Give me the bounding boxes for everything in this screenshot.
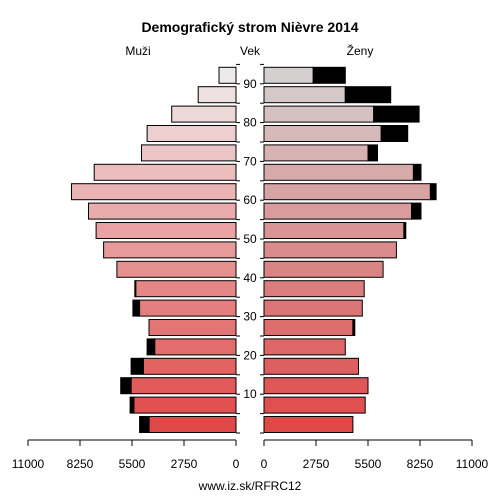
right-x-tick-label: 0 [261, 457, 268, 471]
female-bar-50-54 [263, 222, 405, 239]
age-tick-label: 10 [243, 387, 257, 401]
female-bar-85-89 [263, 86, 346, 104]
female-bar-45-49 [263, 241, 397, 259]
right-series-label: Ženy [347, 43, 374, 58]
female-excess-bar-60-64 [429, 183, 437, 201]
axes-group: 10 20 30 40 50 60 70 80 90 0 0 2750 2750 5500 5500 8250… [12, 63, 489, 471]
male-bar-10-14 [130, 377, 237, 395]
male-excess-bar-20-24 [146, 338, 156, 356]
female-bar-35-39 [263, 280, 365, 298]
male-excess-bar-5-9 [129, 396, 135, 414]
left-x-tick-label: 2750 [171, 457, 198, 471]
age-tick-label: 70 [243, 154, 257, 168]
male-bar-30-34 [139, 299, 237, 317]
male-bar-5-9 [133, 396, 237, 414]
male-bar-90+ [218, 66, 237, 84]
female-excess-bar-70-74 [367, 144, 378, 162]
age-tick-label: 20 [243, 348, 257, 362]
left-x-tick-label: 8250 [67, 457, 94, 471]
female-bar-30-34 [263, 299, 363, 317]
right-x-tick-label: 8250 [407, 457, 434, 471]
female-bar-65-69 [263, 163, 414, 181]
female-bar-25-29 [263, 319, 354, 336]
female-bar-0-4 [263, 416, 354, 433]
age-tick-label: 40 [243, 271, 257, 285]
age-tick-label: 60 [243, 193, 257, 207]
female-excess-bar-90+ [312, 66, 346, 84]
female-excess-bar-80-84 [373, 105, 420, 123]
female-excess-bar-85-89 [344, 86, 392, 104]
male-bar-40-44 [116, 260, 237, 278]
male-bar-50-54 [95, 222, 237, 239]
female-bar-10-14 [263, 377, 369, 395]
male-bar-0-4 [148, 416, 237, 433]
female-bar-90+ [263, 66, 314, 84]
male-bar-20-24 [154, 338, 237, 356]
right-x-tick-label: 11000 [456, 457, 489, 471]
female-bar-5-9 [263, 396, 366, 414]
female-bar-60-64 [263, 183, 431, 201]
male-bar-25-29 [148, 319, 237, 336]
male-bar-55-59 [88, 202, 237, 220]
bars-group [71, 66, 437, 433]
male-bar-60-64 [71, 183, 237, 201]
age-tick-label: 80 [243, 116, 257, 130]
female-excess-bar-50-54 [403, 222, 407, 239]
left-series-label: Muži [125, 44, 150, 58]
male-bar-80-84 [171, 105, 237, 123]
male-excess-bar-15-19 [130, 357, 144, 375]
male-excess-bar-30-34 [132, 299, 140, 317]
male-bar-35-39 [135, 280, 237, 298]
female-excess-bar-55-59 [411, 202, 422, 220]
left-x-tick-label: 0 [233, 457, 240, 471]
chart-title: Demografický strom Nièvre 2014 [141, 19, 358, 35]
male-excess-bar-10-14 [120, 377, 132, 395]
left-x-tick-label: 11000 [12, 457, 45, 471]
female-excess-bar-25-29 [352, 319, 356, 336]
female-bar-15-19 [263, 357, 359, 375]
female-bar-70-74 [263, 144, 369, 162]
female-bar-75-79 [263, 125, 382, 142]
female-bar-55-59 [263, 202, 412, 220]
female-bar-20-24 [263, 338, 346, 356]
center-axis-label: Vek [240, 44, 261, 58]
male-excess-bar-0-4 [139, 416, 150, 433]
male-bar-45-49 [103, 241, 237, 259]
male-bar-85-89 [197, 86, 237, 104]
male-excess-bar-35-39 [134, 280, 137, 298]
right-x-tick-label: 5500 [355, 457, 382, 471]
female-excess-bar-65-69 [412, 163, 422, 181]
right-x-tick-label: 2750 [303, 457, 330, 471]
female-excess-bar-75-79 [380, 125, 409, 142]
female-bar-80-84 [263, 105, 375, 123]
male-bar-65-69 [93, 163, 237, 181]
male-bar-15-19 [142, 357, 237, 375]
age-tick-label: 90 [243, 77, 257, 91]
female-bar-40-44 [263, 260, 384, 278]
footer-source: www.iz.sk/RFRC12 [198, 479, 302, 493]
age-tick-label: 50 [243, 232, 257, 246]
male-bar-75-79 [146, 125, 237, 142]
male-bar-70-74 [141, 144, 237, 162]
age-tick-label: 30 [243, 310, 257, 324]
left-x-tick-label: 5500 [119, 457, 146, 471]
